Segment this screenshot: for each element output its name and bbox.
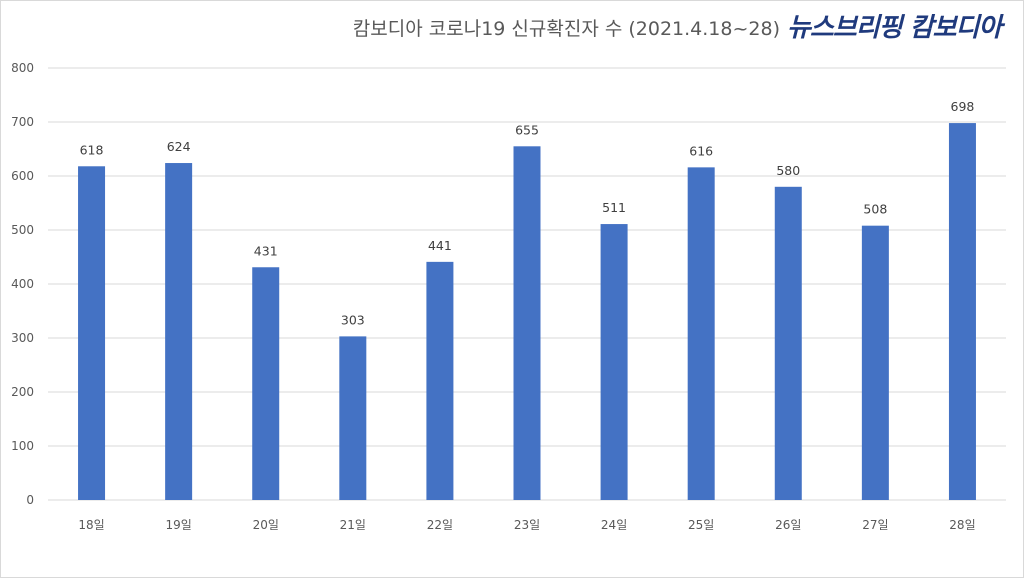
bars — [78, 123, 976, 501]
y-axis: 0 100 200 300 400 500 600 700 800 — [11, 61, 34, 507]
data-label: 511 — [602, 200, 626, 215]
y-tick-label: 400 — [11, 277, 34, 291]
data-label: 303 — [341, 312, 365, 327]
y-tick-label: 700 — [11, 115, 34, 129]
x-axis: 18일 19일 20일 21일 22일 23일 24일 25일 26일 27일 28일 — [78, 518, 975, 532]
x-tick-label: 26일 — [775, 518, 801, 532]
x-tick-label: 23일 — [514, 518, 540, 532]
data-label: 580 — [776, 163, 800, 178]
x-tick-label: 28일 — [949, 518, 975, 532]
bar — [513, 146, 541, 501]
x-tick-label: 25일 — [688, 518, 714, 532]
bar — [426, 261, 454, 500]
x-tick-label: 21일 — [340, 518, 366, 532]
bar — [165, 163, 193, 501]
y-tick-label: 200 — [11, 385, 34, 399]
y-tick-label: 100 — [11, 439, 34, 453]
x-tick-label: 22일 — [427, 518, 453, 532]
brand-logo: 뉴스브리핑 캄보디아 — [787, 13, 1002, 43]
bar — [948, 123, 976, 500]
chart-title: 캄보디아 코로나19 신규확진자 수 (2021.4.18~28) — [352, 18, 780, 40]
x-tick-label: 24일 — [601, 518, 627, 532]
y-tick-label: 600 — [11, 169, 34, 183]
x-tick-label: 27일 — [862, 518, 888, 532]
data-label: 441 — [428, 238, 452, 253]
data-label: 698 — [951, 99, 975, 114]
data-label: 618 — [80, 142, 104, 157]
bar — [687, 167, 715, 501]
bar — [861, 225, 889, 500]
data-label: 431 — [254, 243, 278, 258]
bar — [339, 336, 367, 500]
y-tick-label: 500 — [11, 223, 34, 237]
data-label: 616 — [689, 143, 713, 158]
data-label: 508 — [863, 202, 887, 217]
data-label: 655 — [515, 122, 539, 137]
bar — [252, 267, 280, 500]
data-labels: 618 624 431 303 441 655 511 616 580 508 698 — [80, 99, 975, 327]
bar — [774, 186, 802, 501]
x-tick-label: 18일 — [78, 518, 104, 532]
bar — [78, 166, 106, 500]
data-label: 624 — [167, 139, 191, 154]
y-tick-label: 800 — [11, 61, 34, 75]
bar — [600, 224, 628, 500]
y-tick-label: 300 — [11, 331, 34, 345]
y-tick-label: 0 — [26, 493, 34, 507]
x-tick-label: 19일 — [165, 518, 191, 532]
x-tick-label: 20일 — [253, 518, 279, 532]
